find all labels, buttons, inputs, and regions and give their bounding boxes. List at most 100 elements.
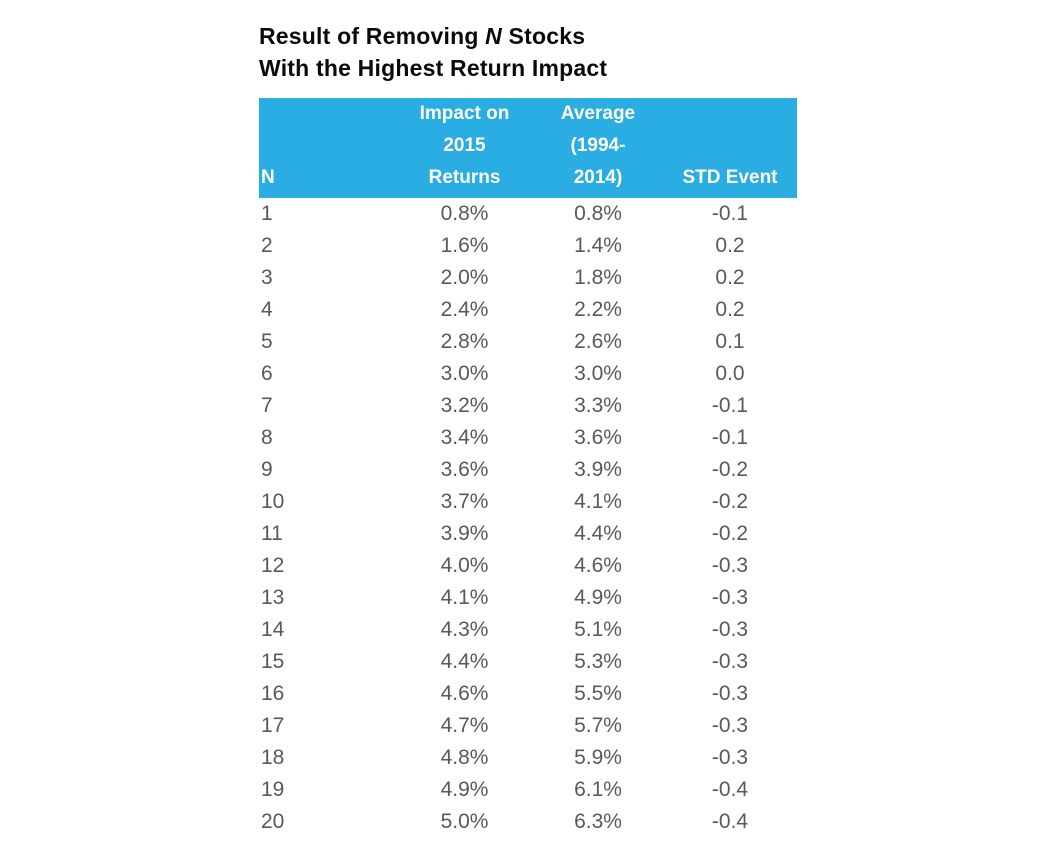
table-row: 20 5.0% 6.3% -0.4 <box>259 806 797 838</box>
column-header-impact-2015: Impact on 2015 Returns <box>396 98 533 198</box>
table-cell: 0.0 <box>715 362 745 385</box>
table-cell: 1 <box>261 202 273 225</box>
table-row: 6 3.0% 3.0% 0.0 <box>259 358 797 390</box>
table-row: 11 3.9% 4.4% -0.2 <box>259 518 797 550</box>
table-cell: -0.2 <box>711 458 749 481</box>
table-cell: 4.0% <box>440 554 489 577</box>
table-cell: 5.7% <box>574 714 622 737</box>
table-cell: 1.8% <box>574 266 622 289</box>
table-cell: -0.2 <box>711 522 749 545</box>
table-cell: 6 <box>261 362 273 385</box>
table-cell: 5.3% <box>574 650 622 673</box>
table-cell: 0.8% <box>574 202 622 225</box>
table-cell: -0.1 <box>711 426 749 449</box>
table-row: 19 4.9% 6.1% -0.4 <box>259 774 797 806</box>
table-row: 17 4.7% 5.7% -0.3 <box>259 710 797 742</box>
table-cell: 2 <box>261 234 273 257</box>
table-cell: -0.3 <box>711 746 749 769</box>
table-cell: 5.1% <box>574 618 622 641</box>
table-cell: 2.0% <box>440 266 489 289</box>
table-cell: -0.2 <box>711 490 749 513</box>
table-row: 9 3.6% 3.9% -0.2 <box>259 454 797 486</box>
column-header-std-event: STD Event <box>663 98 797 198</box>
table-row: 2 1.6% 1.4% 0.2 <box>259 230 797 262</box>
table-cell: 0.2 <box>715 266 745 289</box>
table-cell: 4.9% <box>440 778 489 801</box>
table-cell: -0.4 <box>711 810 749 833</box>
table-cell: -0.3 <box>711 714 749 737</box>
chart-title: Result of Removing N Stocks With the Hig… <box>259 20 797 84</box>
table-cell: 13 <box>261 586 285 609</box>
table-cell: 1.6% <box>440 234 489 257</box>
table-cell: 5.5% <box>574 682 622 705</box>
table-cell: 3.4% <box>440 426 489 449</box>
table-cell: 0.1 <box>715 330 745 353</box>
table-cell: 2.8% <box>440 330 489 353</box>
table-cell: -0.3 <box>711 618 749 641</box>
table-cell: 4.9% <box>574 586 622 609</box>
table-cell: 11 <box>261 522 283 545</box>
table-cell: -0.3 <box>711 554 749 577</box>
table-cell: 3.2% <box>440 394 489 417</box>
table-cell: 5.0% <box>440 810 489 833</box>
column-header-average-1994-2014: Average (1994- 2014) <box>533 98 663 198</box>
table-cell: -0.1 <box>711 202 749 225</box>
title-text: Stocks <box>501 23 586 49</box>
table-cell: 4.8% <box>440 746 489 769</box>
table-row: 5 2.8% 2.6% 0.1 <box>259 326 797 358</box>
table-cell: 5.9% <box>574 746 622 769</box>
table-row: 16 4.6% 5.5% -0.3 <box>259 678 797 710</box>
table-row: 4 2.4% 2.2% 0.2 <box>259 294 797 326</box>
table-cell: 3.6% <box>574 426 622 449</box>
table-cell: 4.6% <box>574 554 622 577</box>
table-row: 15 4.4% 5.3% -0.3 <box>259 646 797 678</box>
table-cell: -0.1 <box>711 394 749 417</box>
table-cell: 3.7% <box>440 490 489 513</box>
table-cell: 10 <box>261 490 285 513</box>
table-cell: 0.2 <box>715 298 745 321</box>
table-cell: 6.1% <box>574 778 622 801</box>
table-row: 8 3.4% 3.6% -0.1 <box>259 422 797 454</box>
table-cell: 7 <box>261 394 273 417</box>
table-cell: 3.9% <box>440 522 489 545</box>
chart-title-line-2: With the Highest Return Impact <box>259 55 608 81</box>
table-cell: 16 <box>261 682 285 705</box>
table-cell: 18 <box>261 746 285 769</box>
table-cell: 4.4% <box>440 650 489 673</box>
table-cell: 3.0% <box>574 362 622 385</box>
table-cell: 17 <box>261 714 285 737</box>
table-cell: 14 <box>261 618 285 641</box>
table-cell: 6.3% <box>574 810 622 833</box>
table-cell: 4.3% <box>440 618 489 641</box>
title-italic-n: N <box>485 23 502 49</box>
table-header: N Impact on 2015 Returns Average (1994- … <box>259 98 797 198</box>
table-cell: 4 <box>261 298 273 321</box>
column-header-n: N <box>259 98 396 198</box>
data-table: N Impact on 2015 Returns Average (1994- … <box>259 98 797 838</box>
table-row: 10 3.7% 4.1% -0.2 <box>259 486 797 518</box>
table-cell: -0.3 <box>711 586 749 609</box>
table-cell: 4.1% <box>574 490 622 513</box>
table-row: 12 4.0% 4.6% -0.3 <box>259 550 797 582</box>
table-cell: -0.3 <box>711 682 749 705</box>
table-row: 7 3.2% 3.3% -0.1 <box>259 390 797 422</box>
table-cell: -0.3 <box>711 650 749 673</box>
table-row: 13 4.1% 4.9% -0.3 <box>259 582 797 614</box>
table-cell: 4.4% <box>574 522 622 545</box>
table-cell: 1.4% <box>574 234 622 257</box>
table-cell: 2.2% <box>574 298 622 321</box>
table-cell: 3.6% <box>440 458 489 481</box>
table-cell: 9 <box>261 458 273 481</box>
table-cell: 3.9% <box>574 458 622 481</box>
table-row: 14 4.3% 5.1% -0.3 <box>259 614 797 646</box>
table-cell: 8 <box>261 426 273 449</box>
table-cell: 4.7% <box>440 714 489 737</box>
table-cell: 5 <box>261 330 273 353</box>
table-cell: 15 <box>261 650 285 673</box>
title-text: Result of Removing <box>259 23 486 49</box>
table-body: 1 0.8% 0.8% -0.1 2 1.6% 1.4% 0.2 3 2.0% 1.8% 0.2 4 2.… <box>259 198 797 838</box>
table-cell: 4.6% <box>440 682 489 705</box>
table-cell: 3.3% <box>574 394 622 417</box>
table-cell: 0.2 <box>715 234 745 257</box>
